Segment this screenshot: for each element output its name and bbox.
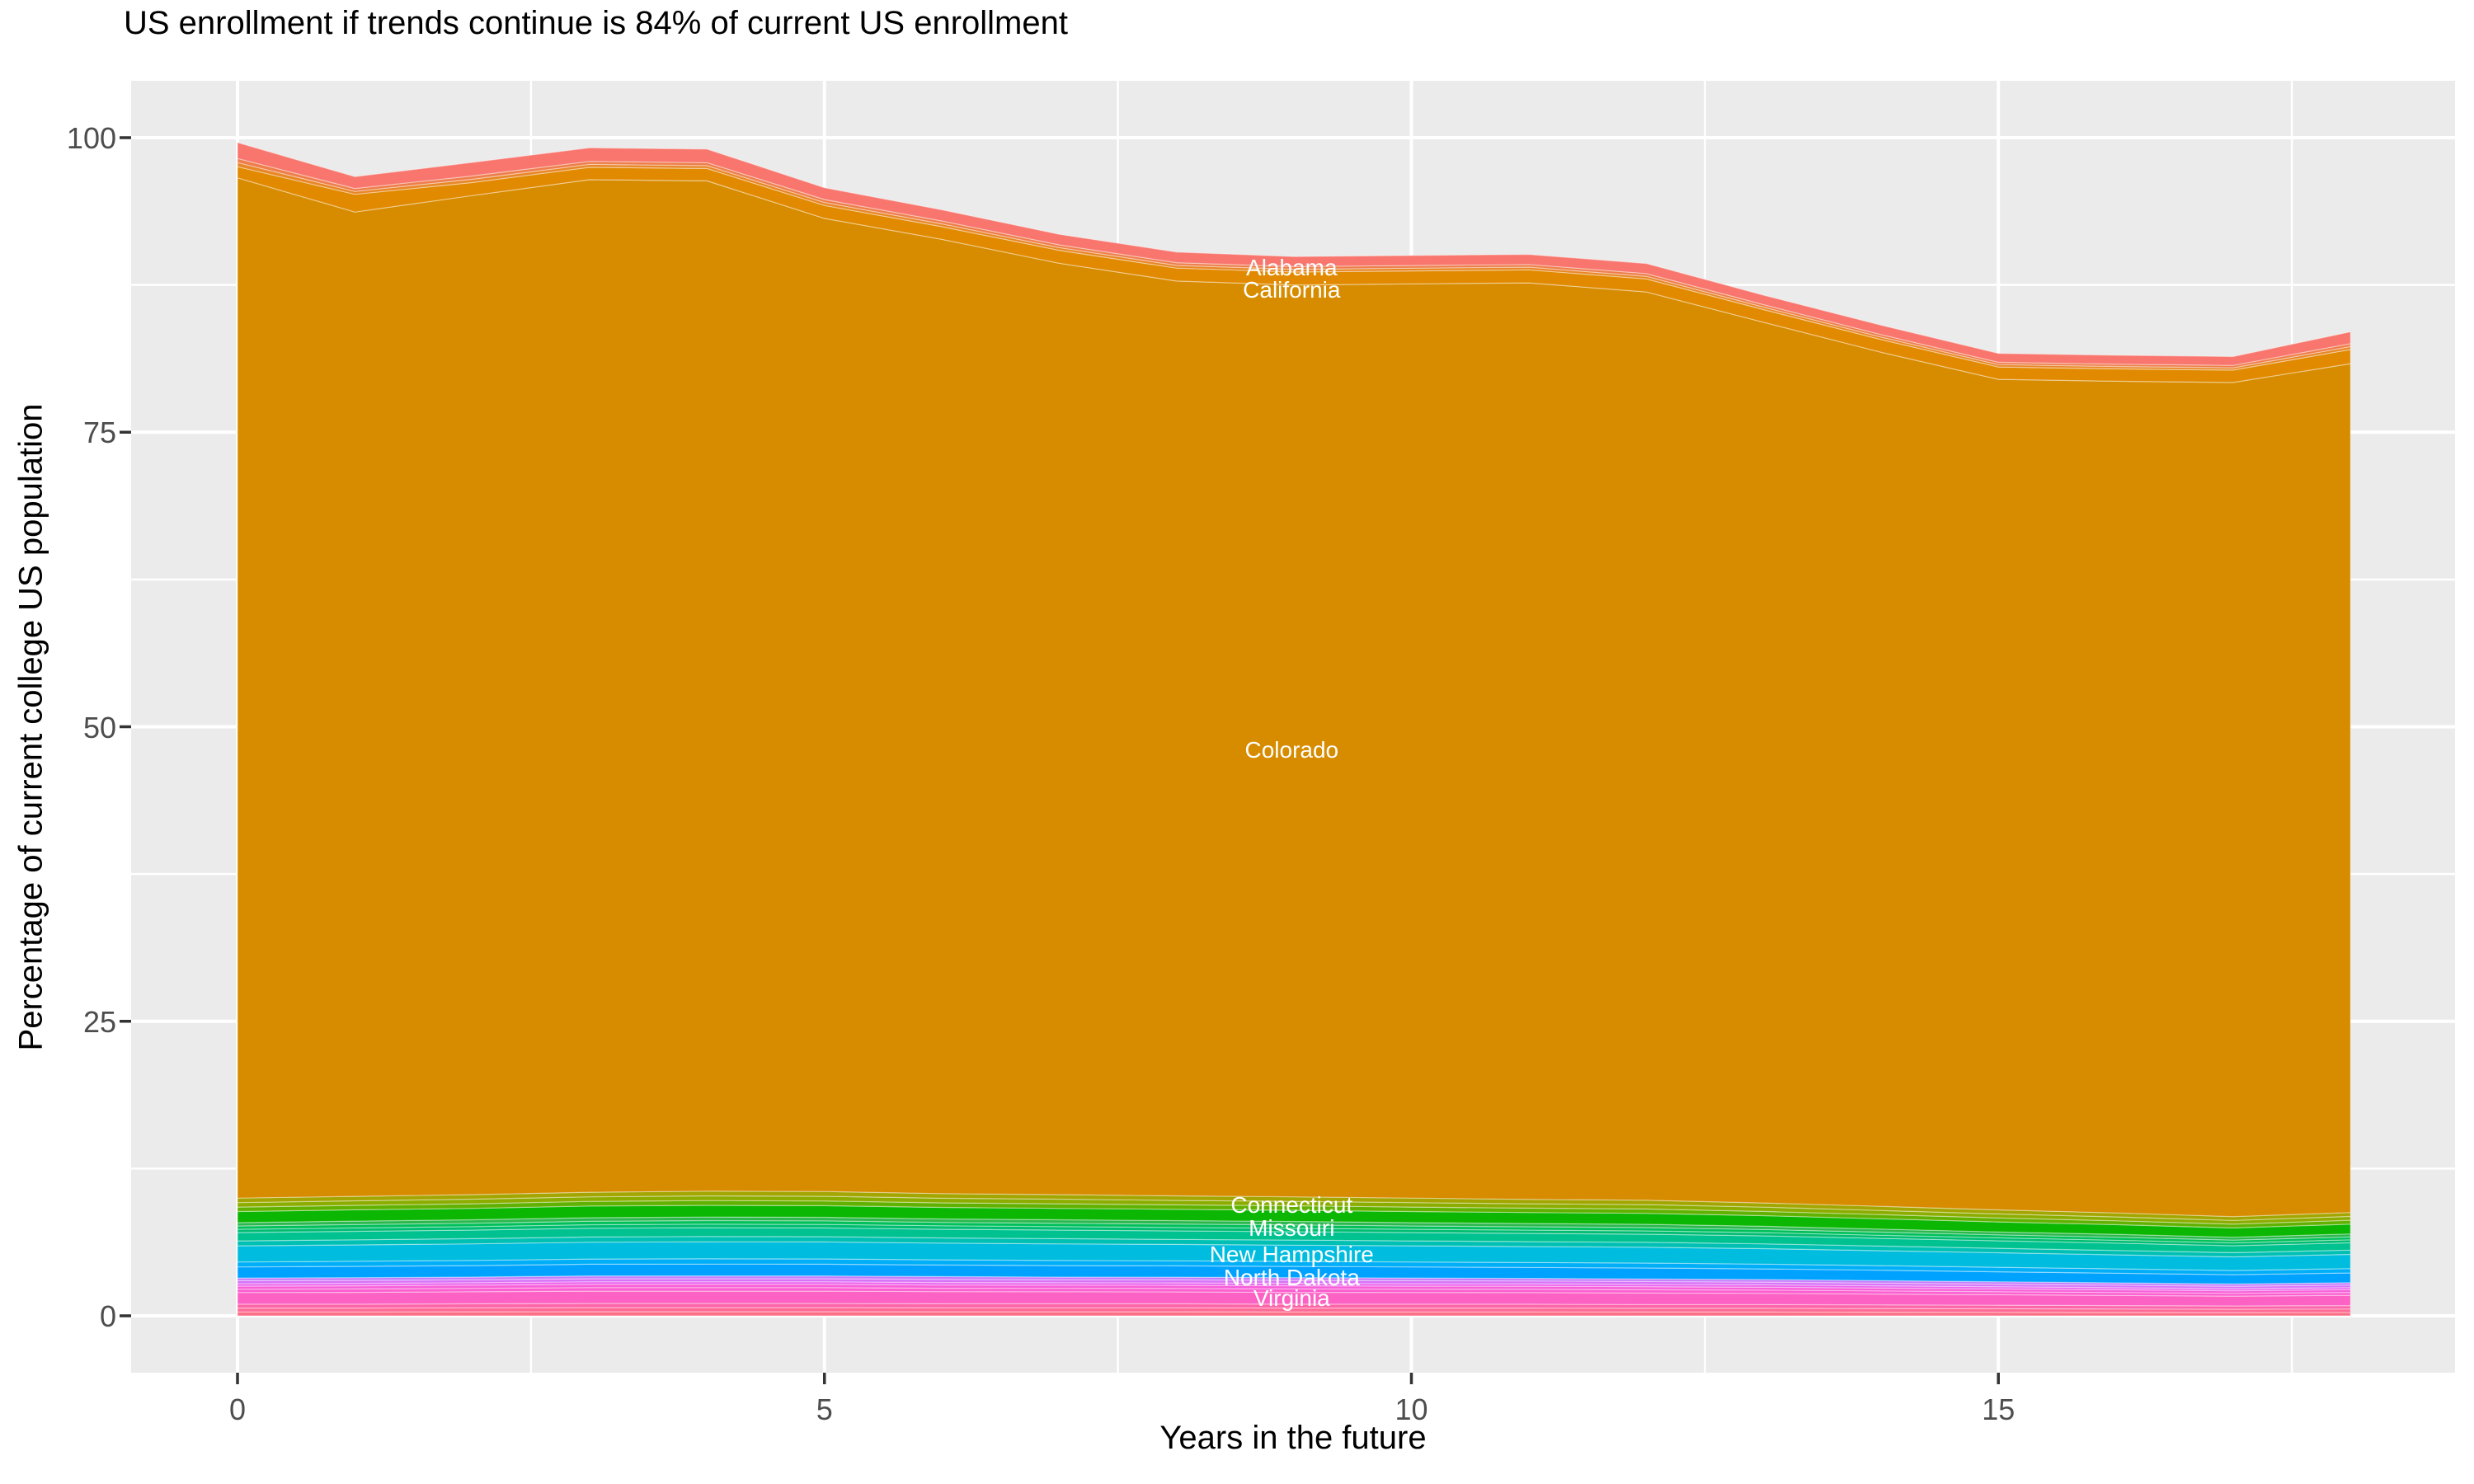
area-label-colorado: Colorado [1244, 737, 1339, 763]
y-tick-label-50: 50 [82, 710, 116, 744]
x-tick-label-5: 5 [816, 1392, 833, 1426]
area-series-alabama [237, 142, 2351, 366]
area-label-north-dakota: North Dakota [1223, 1264, 1360, 1290]
area-series-stripe-10 [237, 1258, 2351, 1275]
y-tick-label-75: 75 [82, 416, 116, 450]
area-series-connecticut [237, 1205, 2351, 1238]
y-tick-label-25: 25 [82, 1004, 116, 1039]
area-series-stripe-12 [237, 1236, 2351, 1258]
area-label-alabama: Alabama [1246, 254, 1338, 280]
area-series-stripe-19 [237, 1195, 2351, 1225]
area-label-connecticut: Connecticut [1230, 1191, 1353, 1218]
x-axis-title: Years in the future [1159, 1420, 1427, 1456]
x-tick-label-15: 15 [1982, 1392, 2015, 1426]
area-series-stripe-15 [237, 1219, 2351, 1244]
area-label-missouri: Missouri [1249, 1214, 1335, 1241]
chart-title: US enrollment if trends continue is 84% … [124, 5, 1068, 41]
x-tick-label-10: 10 [1395, 1392, 1428, 1426]
area-label-california: California [1243, 277, 1341, 303]
y-tick-label-0: 0 [99, 1299, 116, 1333]
area-series-stripe-16 [237, 1216, 2351, 1241]
area-label-virginia: Virginia [1253, 1284, 1330, 1311]
area-series-stripe-14 [237, 1223, 2351, 1247]
area-series-stripe-20 [237, 1190, 2351, 1221]
area-series-stripe-23 [237, 162, 2351, 371]
area-label-new-hampshire: New Hampshire [1209, 1241, 1374, 1267]
y-tick-label-100: 100 [66, 121, 116, 155]
x-tick-label-0: 0 [228, 1392, 247, 1426]
area-series-missouri [237, 1227, 2351, 1254]
area-series-california [237, 166, 2351, 383]
area-series-stripe-18 [237, 1200, 2351, 1229]
